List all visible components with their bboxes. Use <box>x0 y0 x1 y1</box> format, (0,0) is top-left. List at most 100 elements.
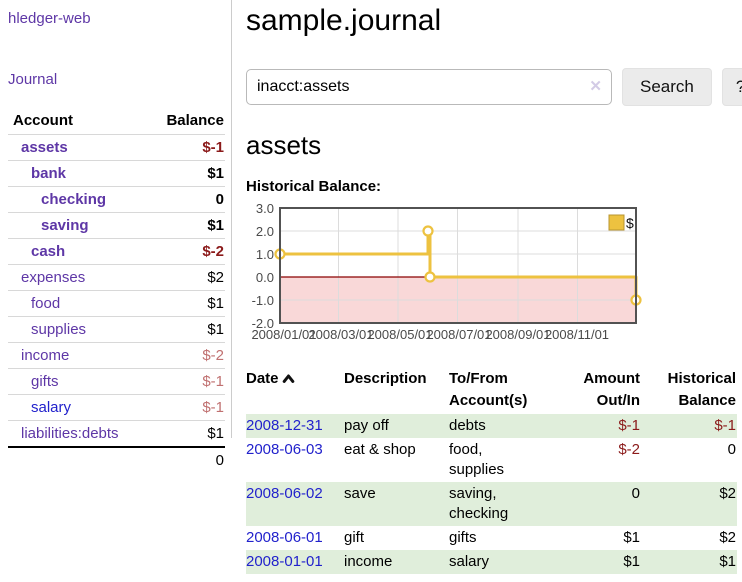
transaction-balance: 0 <box>727 441 736 458</box>
svg-text:1.0: 1.0 <box>256 247 274 262</box>
search-input[interactable] <box>246 69 612 105</box>
app-title-link[interactable]: hledger-web <box>8 10 91 27</box>
svg-text:2.0: 2.0 <box>256 224 274 239</box>
account-link-supplies[interactable]: supplies <box>31 321 87 338</box>
account-link-salary[interactable]: salary <box>31 399 72 416</box>
register-header-row: Date Description To/From Account(s) Amou… <box>246 366 737 414</box>
search-bar: ✕ Search ? <box>246 68 742 106</box>
account-link-gifts[interactable]: gifts <box>31 373 59 390</box>
transaction-date-link[interactable]: 2008-06-02 <box>246 485 323 502</box>
svg-text:2008/11/01: 2008/11/01 <box>545 327 609 342</box>
transaction-date-link[interactable]: 2008-01-01 <box>246 553 323 570</box>
account-link-liabilities-debts[interactable]: liabilities:debts <box>21 425 119 442</box>
account-link-income[interactable]: income <box>21 347 70 364</box>
transaction-accounts: food, supplies <box>449 441 505 478</box>
account-balance: $1 <box>145 316 225 343</box>
transaction-date-link[interactable]: 2008-12-31 <box>246 417 323 434</box>
transaction-amount: $-2 <box>618 441 640 458</box>
transaction-balance: $1 <box>719 553 736 570</box>
transaction-balance: $2 <box>719 529 736 546</box>
account-row: checking 0 <box>8 186 225 213</box>
account-balance: $1 <box>145 212 225 239</box>
register-row: 2008-06-02 save saving, checking 0 $2 <box>246 482 737 526</box>
svg-text:2008/03/01: 2008/03/01 <box>308 327 373 342</box>
account-row: gifts $-1 <box>8 368 225 395</box>
account-balance: $1 <box>145 290 225 317</box>
accounts-table: Account Balance assets $-1 bank $1 check… <box>8 108 225 473</box>
transaction-amount: $1 <box>623 553 640 570</box>
account-balance: $-1 <box>145 368 225 395</box>
register-row: 2008-01-01 income salary $1 $1 <box>246 550 737 574</box>
transaction-description: income <box>344 553 393 570</box>
transaction-amount: 0 <box>631 485 640 502</box>
page-title: sample.journal <box>246 4 442 37</box>
accounts-total-row: 0 <box>8 446 225 473</box>
account-row: cash $-2 <box>8 238 225 265</box>
account-link-saving[interactable]: saving <box>41 217 89 234</box>
chart-border <box>279 207 637 324</box>
sort-ascending-icon <box>282 369 295 391</box>
clear-search-icon[interactable]: ✕ <box>589 78 602 95</box>
transaction-amount: $-1 <box>618 417 640 434</box>
transaction-description: save <box>344 485 376 502</box>
column-header-date[interactable]: Date <box>246 366 344 414</box>
account-link-expenses[interactable]: expenses <box>21 269 86 286</box>
chart-legend: $ <box>608 214 634 231</box>
register-table: Date Description To/From Account(s) Amou… <box>246 366 737 574</box>
svg-text:2008/05/01: 2008/05/01 <box>367 327 432 342</box>
sidebar: hledger-web Journal Account Balance asse… <box>0 0 232 473</box>
sidebar-item-journal[interactable]: Journal <box>8 71 58 88</box>
legend-swatch <box>608 214 625 231</box>
account-row: expenses $2 <box>8 264 225 291</box>
transaction-accounts: gifts <box>449 529 477 546</box>
main-content: sample.journal ✕ Search ? assets Histori… <box>232 0 742 574</box>
transaction-accounts: salary <box>449 553 490 570</box>
transaction-description: eat & shop <box>344 441 416 458</box>
account-balance: $-1 <box>145 394 225 421</box>
svg-text:2008/07/01: 2008/07/01 <box>426 327 491 342</box>
transaction-accounts: debts <box>449 417 486 434</box>
register-row: 2008-06-01 gift gifts $1 $2 <box>246 526 737 550</box>
account-link-bank[interactable]: bank <box>31 165 67 182</box>
transaction-accounts: saving, checking <box>449 485 509 522</box>
account-row: salary $-1 <box>8 394 225 421</box>
account-link-cash[interactable]: cash <box>31 243 66 260</box>
transaction-balance: $2 <box>719 485 736 502</box>
historical-balance-chart: $ 3.0 2.0 1.0 0.0 -1.0 -2.0 2008/01/01 2… <box>246 201 742 346</box>
transaction-date-link[interactable]: 2008-06-03 <box>246 441 323 458</box>
account-link-food[interactable]: food <box>31 295 61 312</box>
account-row: food $1 <box>8 290 225 317</box>
transaction-description: pay off <box>344 417 389 434</box>
account-balance: $1 <box>145 420 225 447</box>
help-button[interactable]: ? <box>721 68 742 106</box>
column-header-accounts: To/From Account(s) <box>449 370 528 409</box>
register-row: 2008-12-31 pay off debts $-1 $-1 <box>246 414 737 438</box>
svg-text:3.0: 3.0 <box>256 202 274 216</box>
svg-text:-1.0: -1.0 <box>252 293 274 308</box>
account-row: income $-2 <box>8 342 225 369</box>
transaction-description: gift <box>344 529 365 546</box>
accounts-column-balance: Balance <box>145 108 225 135</box>
account-balance: $-1 <box>145 134 225 161</box>
account-title: assets <box>246 130 322 160</box>
account-row: liabilities:debts $1 <box>8 420 225 447</box>
account-balance: $2 <box>145 264 225 291</box>
account-balance: 0 <box>145 186 225 213</box>
transaction-date-link[interactable]: 2008-06-01 <box>246 529 323 546</box>
account-balance: $-2 <box>145 342 225 369</box>
account-balance: $-2 <box>145 238 225 265</box>
search-button[interactable]: Search <box>622 68 712 106</box>
account-link-assets[interactable]: assets <box>21 139 68 156</box>
account-row: supplies $1 <box>8 316 225 343</box>
svg-text:2008/01/01: 2008/01/01 <box>251 327 316 342</box>
chart-label: Historical Balance: <box>246 178 382 195</box>
column-header-description: Description <box>344 370 427 387</box>
x-axis-labels: 2008/01/01 2008/03/01 2008/05/01 2008/07… <box>251 327 609 342</box>
accounts-header-row: Account Balance <box>8 108 225 135</box>
account-link-checking[interactable]: checking <box>41 191 107 208</box>
column-header-amount: Amount Out/In <box>583 370 640 409</box>
account-row: assets $-1 <box>8 134 225 161</box>
svg-text:-2.0: -2.0 <box>252 316 274 331</box>
accounts-total: 0 <box>145 446 225 473</box>
